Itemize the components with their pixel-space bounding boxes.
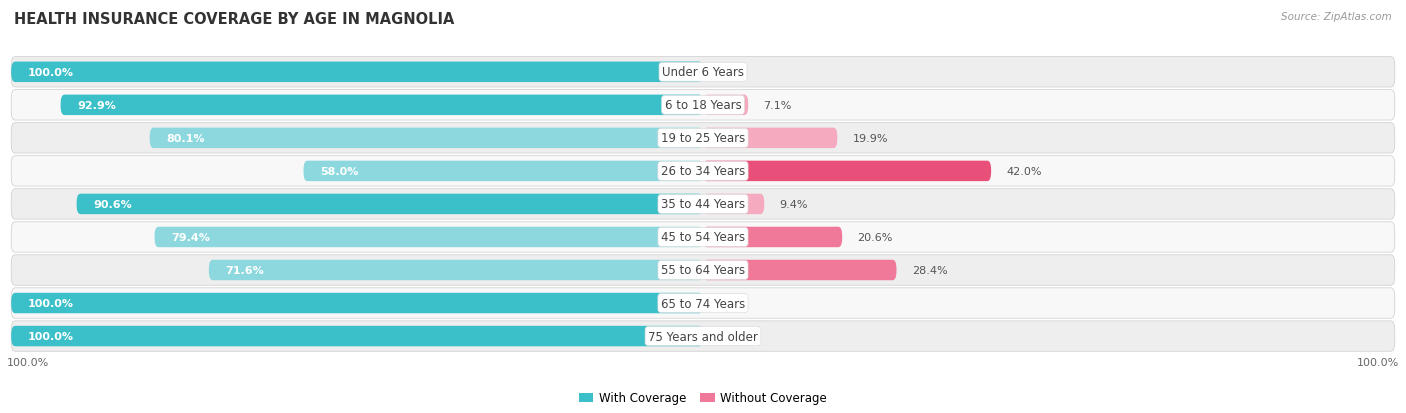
FancyBboxPatch shape [703, 227, 842, 248]
FancyBboxPatch shape [703, 95, 748, 116]
FancyBboxPatch shape [703, 128, 838, 149]
Text: Source: ZipAtlas.com: Source: ZipAtlas.com [1281, 12, 1392, 22]
FancyBboxPatch shape [11, 222, 1395, 252]
Text: 100.0%: 100.0% [1357, 357, 1399, 367]
Text: 9.4%: 9.4% [779, 199, 808, 209]
Text: 100.0%: 100.0% [28, 298, 75, 308]
FancyBboxPatch shape [11, 326, 703, 347]
FancyBboxPatch shape [209, 260, 703, 280]
Text: 42.0%: 42.0% [1007, 166, 1042, 176]
Text: 79.4%: 79.4% [172, 233, 209, 242]
FancyBboxPatch shape [155, 227, 703, 248]
FancyBboxPatch shape [703, 194, 765, 215]
Text: 71.6%: 71.6% [225, 265, 264, 275]
Text: 20.6%: 20.6% [858, 233, 893, 242]
FancyBboxPatch shape [304, 161, 703, 182]
FancyBboxPatch shape [60, 95, 703, 116]
FancyBboxPatch shape [11, 90, 1395, 121]
Text: Under 6 Years: Under 6 Years [662, 66, 744, 79]
FancyBboxPatch shape [149, 128, 703, 149]
Text: 100.0%: 100.0% [28, 331, 75, 341]
Text: 55 to 64 Years: 55 to 64 Years [661, 264, 745, 277]
FancyBboxPatch shape [11, 62, 703, 83]
Text: 58.0%: 58.0% [321, 166, 359, 176]
Text: 65 to 74 Years: 65 to 74 Years [661, 297, 745, 310]
Text: 90.6%: 90.6% [93, 199, 132, 209]
FancyBboxPatch shape [11, 123, 1395, 154]
Text: 92.9%: 92.9% [77, 101, 117, 111]
FancyBboxPatch shape [11, 321, 1395, 351]
FancyBboxPatch shape [11, 189, 1395, 220]
Legend: With Coverage, Without Coverage: With Coverage, Without Coverage [574, 387, 832, 409]
FancyBboxPatch shape [11, 57, 1395, 88]
Text: 80.1%: 80.1% [166, 133, 205, 144]
FancyBboxPatch shape [11, 157, 1395, 187]
Text: 6 to 18 Years: 6 to 18 Years [665, 99, 741, 112]
FancyBboxPatch shape [703, 161, 991, 182]
FancyBboxPatch shape [703, 260, 897, 280]
Text: 100.0%: 100.0% [28, 68, 75, 78]
Text: 19 to 25 Years: 19 to 25 Years [661, 132, 745, 145]
Text: 19.9%: 19.9% [852, 133, 889, 144]
Text: HEALTH INSURANCE COVERAGE BY AGE IN MAGNOLIA: HEALTH INSURANCE COVERAGE BY AGE IN MAGN… [14, 12, 454, 27]
FancyBboxPatch shape [11, 293, 703, 313]
FancyBboxPatch shape [77, 194, 703, 215]
Text: 45 to 54 Years: 45 to 54 Years [661, 231, 745, 244]
Text: 75 Years and older: 75 Years and older [648, 330, 758, 343]
FancyBboxPatch shape [11, 255, 1395, 285]
FancyBboxPatch shape [11, 288, 1395, 318]
Text: 26 to 34 Years: 26 to 34 Years [661, 165, 745, 178]
Text: 28.4%: 28.4% [912, 265, 948, 275]
Text: 100.0%: 100.0% [7, 357, 49, 367]
Text: 7.1%: 7.1% [763, 101, 792, 111]
Text: 35 to 44 Years: 35 to 44 Years [661, 198, 745, 211]
